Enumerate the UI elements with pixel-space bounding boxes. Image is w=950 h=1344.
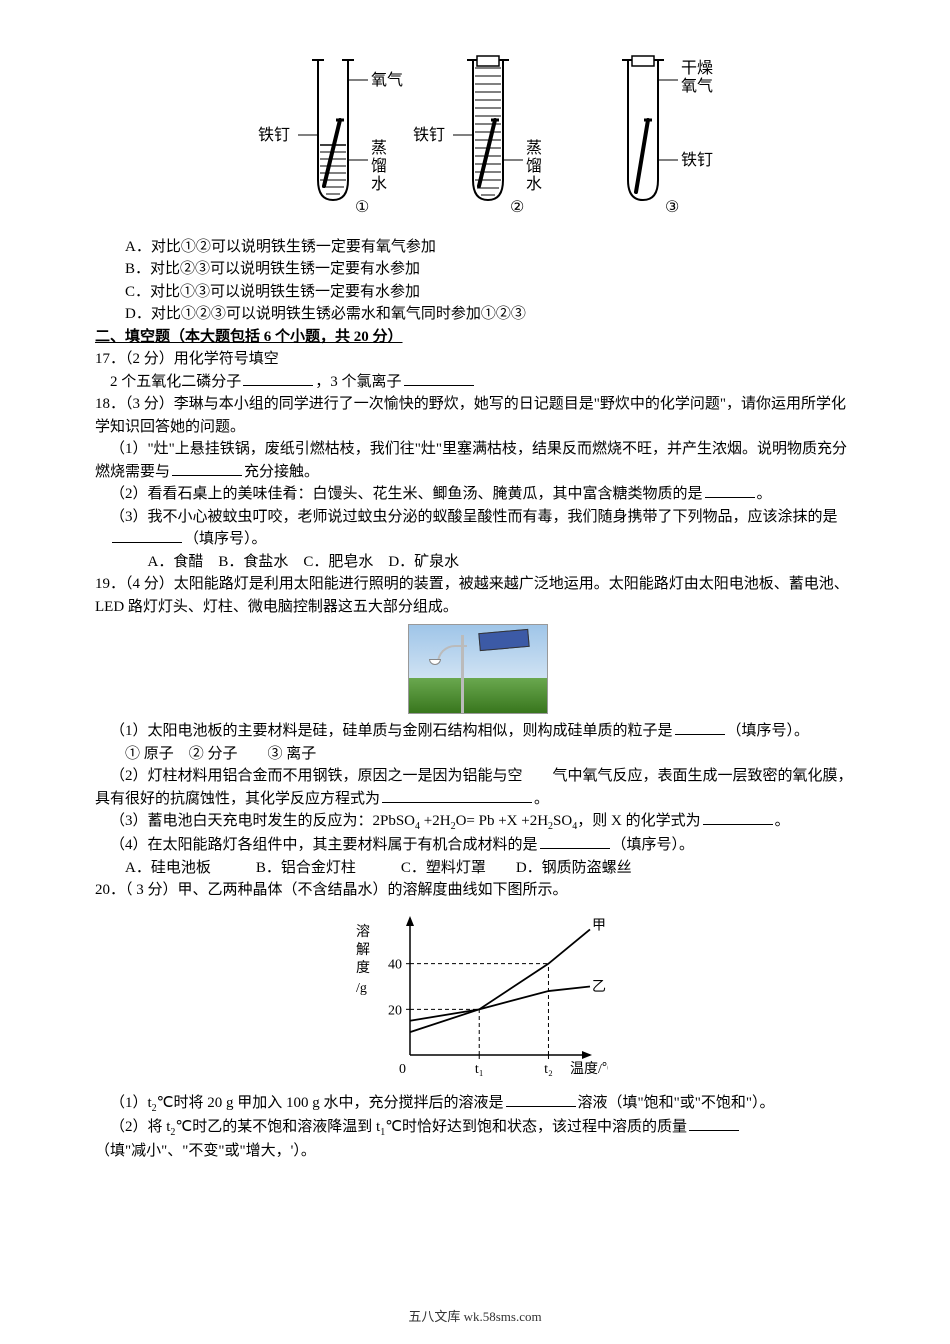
tube2-water-label-l2: 馏 (526, 157, 542, 175)
q17-line: 2 个五氧化二磷分子，3 个氯离子 (95, 371, 860, 394)
q19-p1-options: ① 原子 ② 分子 ③ 离子 (95, 743, 860, 766)
tube2-water-label-l3: 水 (526, 175, 542, 193)
q17-stem: 17．（2 分）用化学符号填空 (95, 348, 860, 371)
q17-blank-2 (404, 371, 474, 386)
q17-blank-1 (243, 371, 313, 386)
q18-p2: （2）看看石桌上的美味佳肴：白馒头、花生米、鲫鱼汤、腌黄瓜，其中富含糖类物质的是… (95, 483, 860, 506)
tube1-top-label: 氧气 (371, 71, 403, 89)
q18-p3-blank (112, 528, 182, 543)
q19-p1-blank (675, 720, 725, 735)
solubility-chart: 20 40 t₁ t₂ 0 甲乙 溶解度/g 温度/℃ (348, 906, 608, 1081)
tube1-num: ① (355, 199, 369, 216)
svg-text:t₁: t₁ (474, 1062, 483, 1077)
q19-p3-blank (703, 810, 773, 825)
svg-text:温度/℃: 温度/℃ (570, 1061, 608, 1077)
q19-p3: （3）蓄电池白天充电时发生的反应为：2PbSO4 +2H2O= Pb +X +2… (95, 810, 860, 834)
q18-p1-blank (172, 461, 242, 476)
q18-p3: （3）我不小心被蚊虫叮咬，老师说过蚊虫分泌的蚁酸呈酸性而有毒，我们随身携带了下列… (95, 506, 860, 551)
q16-option-D: D．对比①②③可以说明铁生锈必需水和氧气同时参加①②③ (95, 303, 860, 326)
q19-p1: （1）太阳电池板的主要材料是硅，硅单质与金刚石结构相似，则构成硅单质的粒子是（填… (95, 720, 860, 743)
svg-text:0: 0 (399, 1062, 406, 1077)
q19-p4-blank (540, 834, 610, 849)
tube1-water-label-l2: 馏 (371, 157, 387, 175)
tube1-nail-label: 铁钉 (258, 126, 290, 144)
tube-svg: 氧气 铁钉 蒸 馏 水 ① (238, 40, 718, 220)
q18-options: A．食醋 B．食盐水 C．肥皂水 D．矿泉水 (95, 551, 860, 574)
solar-streetlight-photo (408, 624, 548, 714)
solubility-chart-wrap: 20 40 t₁ t₂ 0 甲乙 溶解度/g 温度/℃ (95, 906, 860, 1089)
q20-p1-blank (506, 1092, 576, 1107)
tube-diagram: 氧气 铁钉 蒸 馏 水 ① (95, 40, 860, 228)
q19-stem: 19．（4 分）太阳能路灯是利用太阳能进行照明的装置，被越来越广泛地运用。太阳能… (95, 573, 860, 618)
tube2-num: ② (510, 199, 524, 216)
tube-2: 铁钉 蒸 馏 水 ② (413, 56, 542, 216)
q16-option-C: C．对比①③可以说明铁生锈一定要有水参加 (95, 281, 860, 304)
q20-p2-blank (689, 1116, 739, 1131)
section-2-title: 二、填空题（本大题包括 6 个小题，共 20 分） (95, 326, 860, 349)
svg-text:解: 解 (356, 942, 370, 958)
svg-text:溶: 溶 (356, 924, 370, 940)
tube3-top-label-l1: 干燥 (681, 59, 713, 77)
q16-option-B: B．对比②③可以说明铁生锈一定要有水参加 (95, 258, 860, 281)
q19-p2-blank (382, 788, 532, 803)
q20-p1: （1）t2℃时将 20 g 甲加入 100 g 水中，充分搅拌后的溶液是溶液（填… (95, 1092, 860, 1116)
q16-option-A: A．对比①②可以说明铁生锈一定要有氧气参加 (95, 236, 860, 259)
svg-text:度: 度 (356, 960, 370, 976)
svg-text:/g: /g (356, 981, 367, 996)
q19-p4: （4）在太阳能路灯各组件中，其主要材料属于有机合成材料的是（填序号）。 (95, 834, 860, 857)
svg-text:甲: 甲 (592, 918, 606, 933)
tube-1: 氧气 铁钉 蒸 馏 水 ① (258, 60, 403, 216)
tube3-nail-label: 铁钉 (681, 151, 713, 169)
q19-options: A．硅电池板 B．铝合金灯柱 C．塑料灯罩 D．钢质防盗螺丝 (95, 857, 860, 880)
q18-p1: （1）"灶"上悬挂铁锅，废纸引燃枯枝，我们往"灶"里塞满枯枝，结果反而燃烧不旺，… (95, 438, 860, 483)
tube-3: 干燥 氧气 铁钉 ③ (622, 56, 713, 216)
tube2-nail-label: 铁钉 (413, 126, 445, 144)
svg-text:t₂: t₂ (544, 1062, 553, 1077)
tube2-water-label-l1: 蒸 (526, 139, 542, 157)
q19-p2: （2）灯柱材料用铝合金而不用钢铁，原因之一是因为铝能与空 气中氧气反应，表面生成… (95, 765, 860, 810)
tube1-water-label-l1: 蒸 (371, 139, 387, 157)
svg-text:40: 40 (388, 957, 402, 972)
tube1-water-label-l3: 水 (371, 175, 387, 193)
svg-text:20: 20 (388, 1003, 402, 1018)
tube3-num: ③ (665, 199, 679, 216)
tube3-top-label-l2: 氧气 (681, 77, 713, 95)
q18-stem: 18．（3 分）李琳与本小组的同学进行了一次愉快的野炊，她写的日记题目是"野炊中… (95, 393, 860, 438)
page-footer: 五八文库 wk.58sms.com (0, 1307, 950, 1327)
q20-stem: 20．（ 3 分）甲、乙两种晶体（不含结晶水）的溶解度曲线如下图所示。 (95, 879, 860, 902)
svg-text:乙: 乙 (592, 979, 606, 995)
q18-p2-blank (705, 483, 755, 498)
q20-p2: （2）将 t2℃时乙的某不饱和溶液降温到 t1℃时恰好达到饱和状态，该过程中溶质… (95, 1116, 860, 1163)
